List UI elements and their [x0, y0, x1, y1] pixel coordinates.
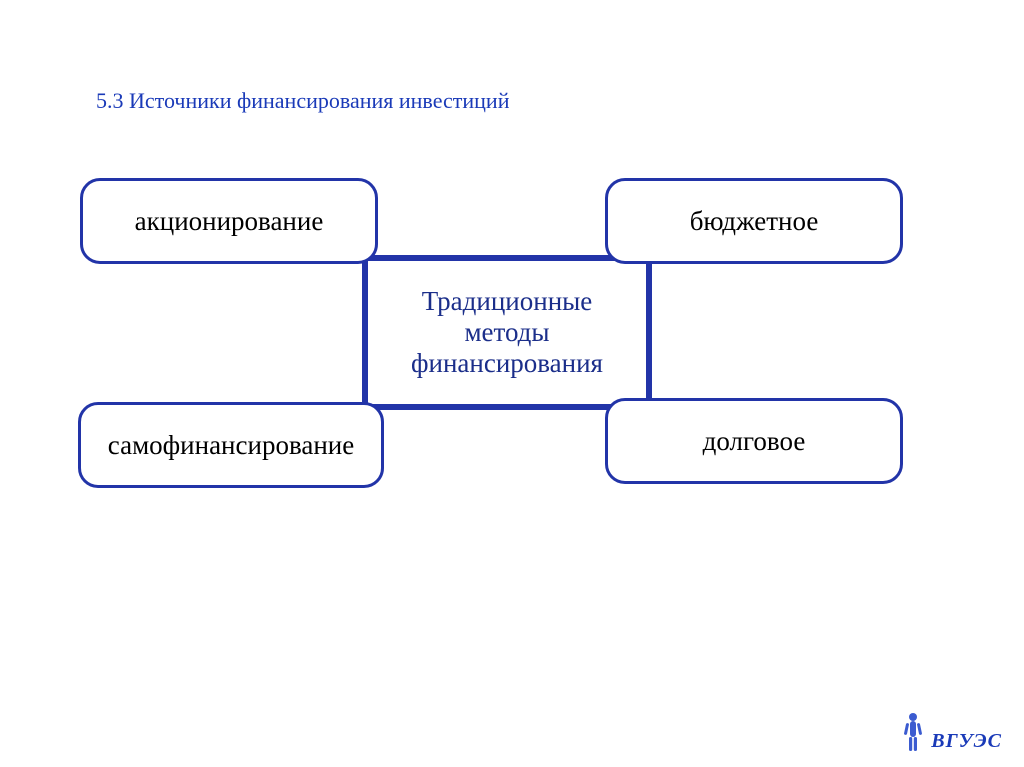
center-line-1: Традиционные — [422, 286, 593, 317]
slide-title: 5.3 Источники финансирования инвестиций — [96, 88, 509, 114]
center-line-2: методы — [464, 317, 549, 348]
financing-methods-diagram: Традиционные методы финансирования акцио… — [0, 160, 1024, 580]
outer-box-top-right: бюджетное — [605, 178, 903, 264]
outer-box-bottom-right: долговое — [605, 398, 903, 484]
center-line-3: финансирования — [411, 348, 603, 379]
logo-figure-icon — [901, 711, 925, 753]
center-box: Традиционные методы финансирования — [362, 255, 652, 410]
logo-text: ВГУЭС — [931, 730, 1002, 753]
logo: ВГУЭС — [901, 711, 1002, 753]
outer-box-top-left: акционирование — [80, 178, 378, 264]
outer-box-bottom-left: самофинансирование — [78, 402, 384, 488]
